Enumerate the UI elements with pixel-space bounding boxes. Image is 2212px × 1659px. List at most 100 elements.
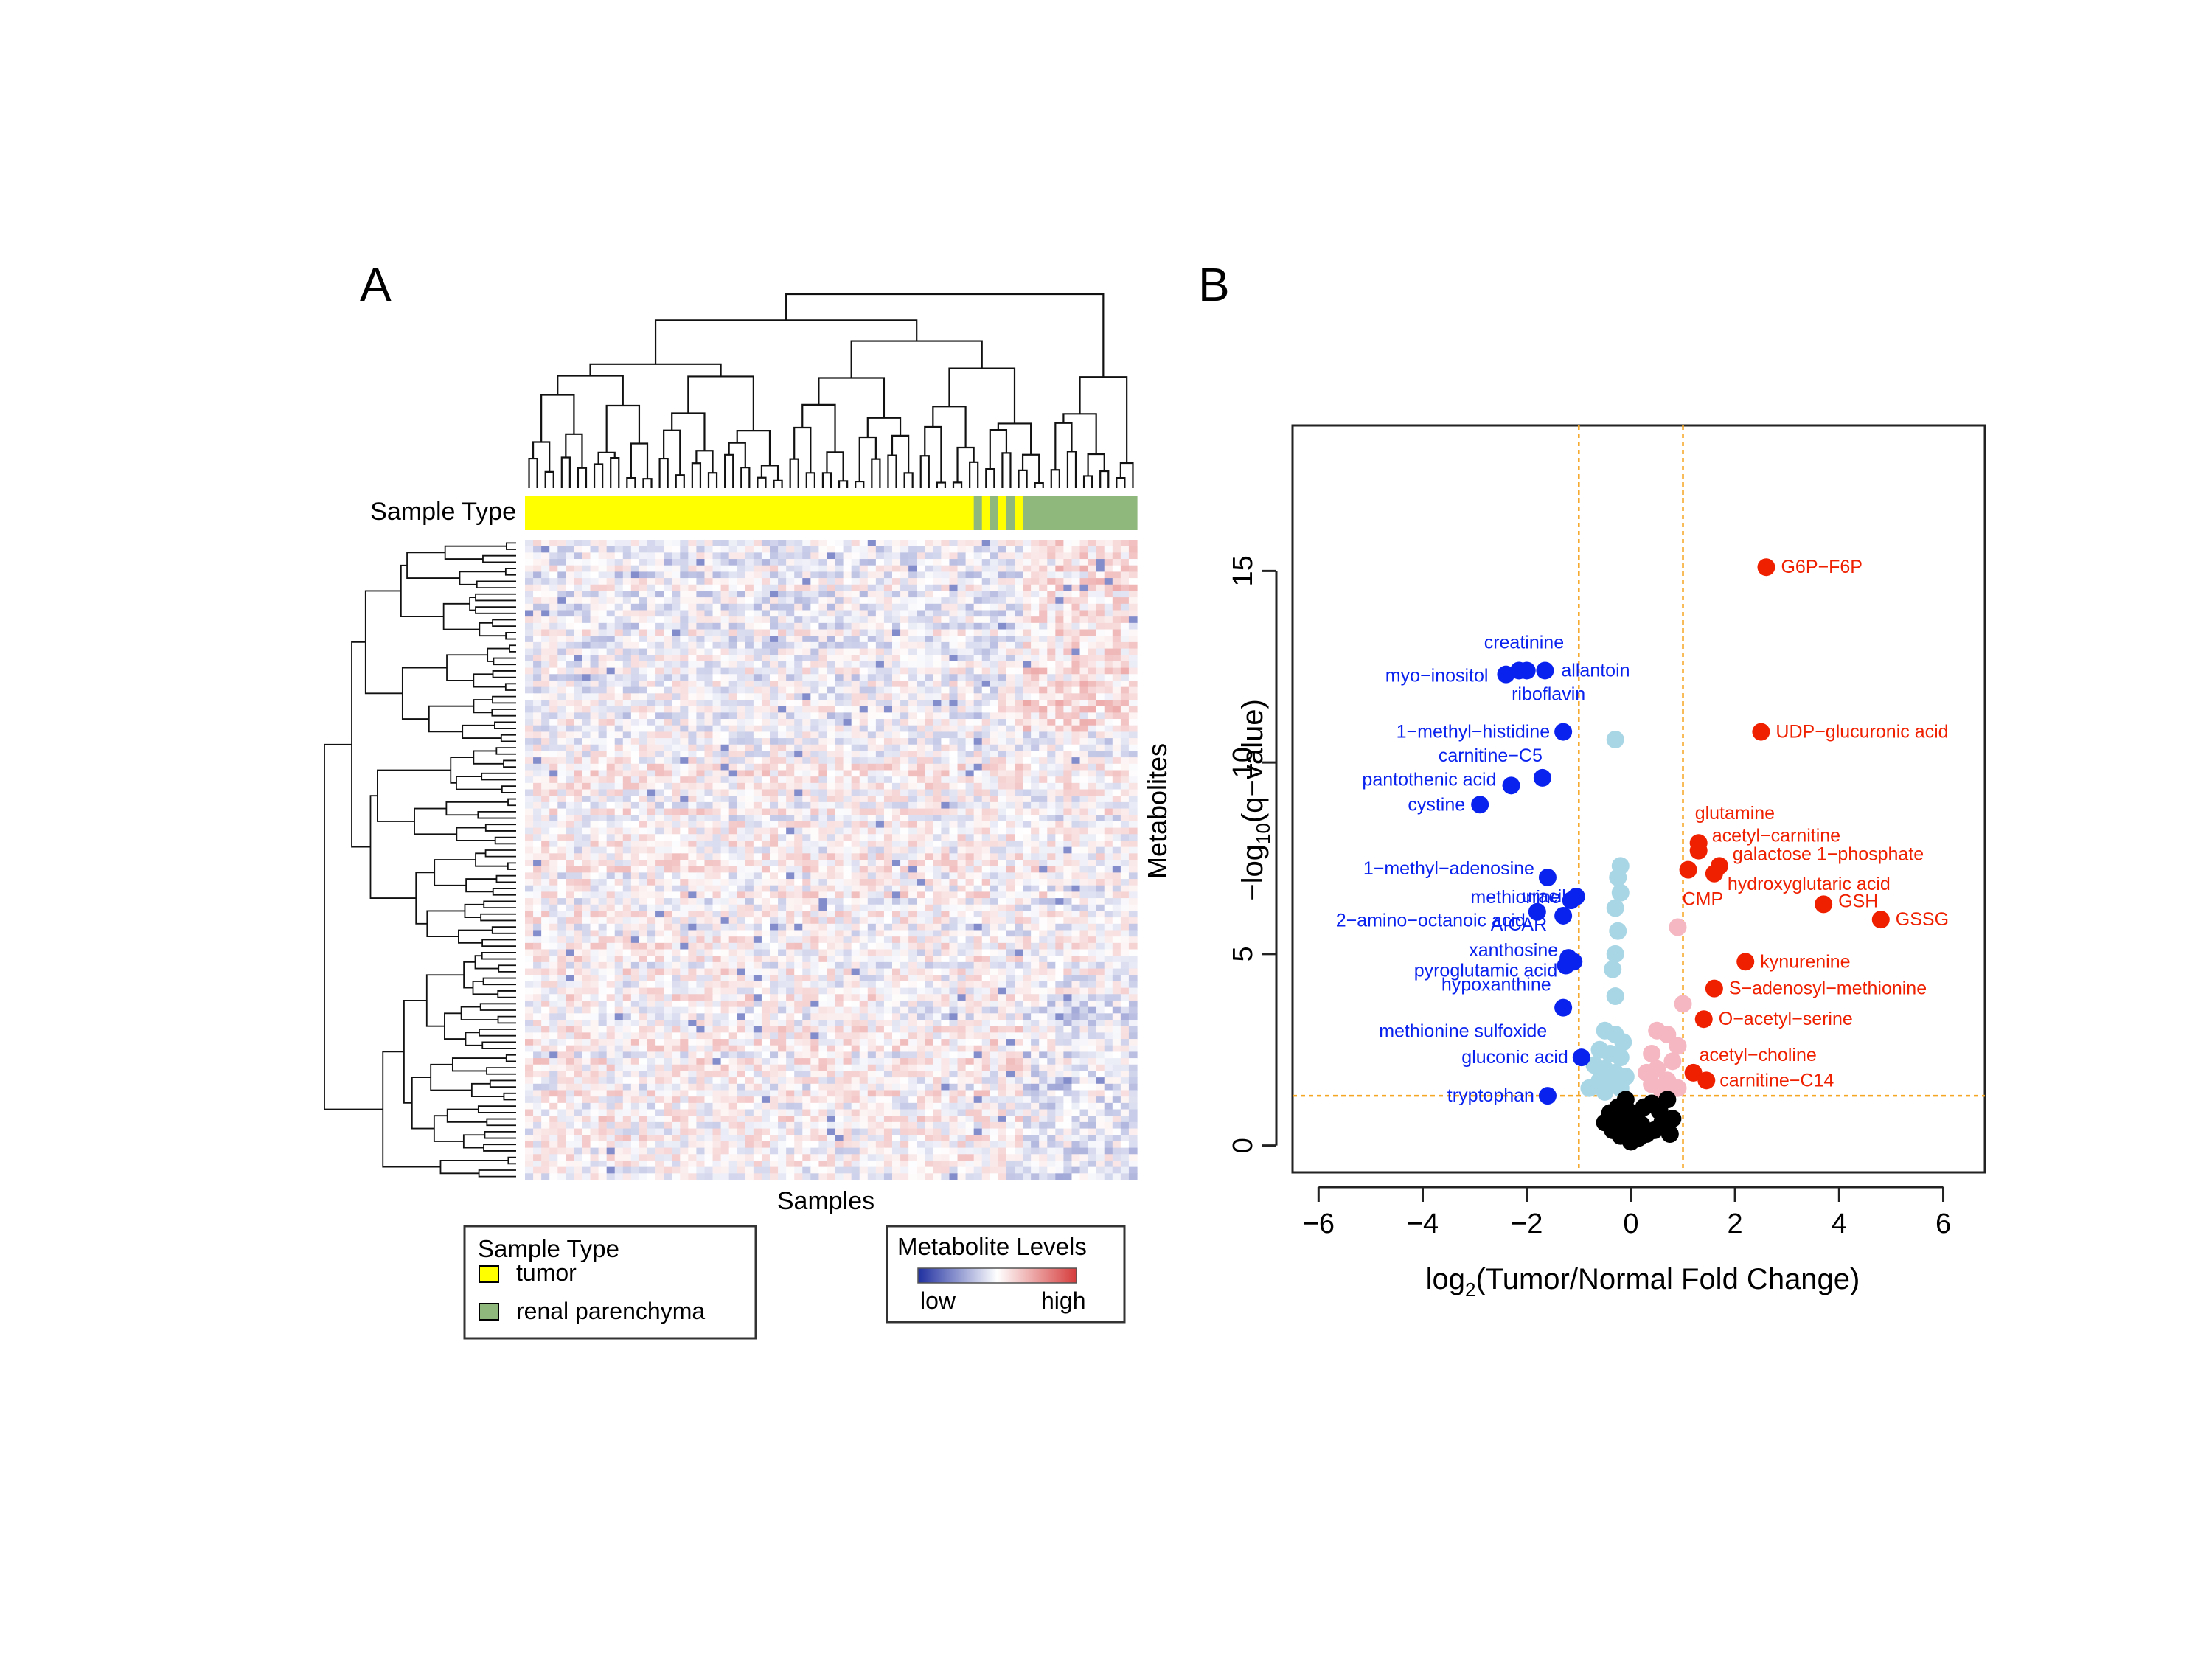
heatmap-cell [900, 801, 909, 810]
heatmap-cell [582, 776, 591, 784]
heatmap-cell [1031, 808, 1040, 815]
heatmap-cell [957, 751, 967, 758]
heatmap-cell [720, 904, 730, 912]
heatmap-cell [696, 719, 706, 726]
heatmap-cell [647, 578, 656, 585]
heatmap-cell [900, 559, 909, 566]
heatmap-cell [875, 680, 885, 688]
heatmap-cell [1006, 827, 1015, 835]
heatmap-cell [835, 546, 844, 553]
heatmap-cell [867, 872, 877, 880]
heatmap-cell [933, 744, 942, 752]
heatmap-cell [794, 936, 803, 944]
heatmap-cell [851, 584, 860, 592]
heatmap-cell [802, 808, 811, 815]
heatmap-cell [753, 904, 762, 912]
heatmap-cell [843, 725, 852, 732]
heatmap-cell [1031, 641, 1040, 650]
heatmap-cell [957, 808, 967, 815]
heatmap-cell [867, 801, 877, 810]
heatmap-cell [525, 751, 534, 758]
heatmap-cell [614, 719, 624, 726]
heatmap-cell [647, 655, 656, 662]
heatmap-cell [827, 917, 836, 925]
heatmap-cell [737, 591, 746, 598]
heatmap-cell [941, 700, 950, 707]
heatmap-cell [1120, 667, 1130, 675]
heatmap-cell [770, 686, 779, 694]
heatmap-cell [688, 930, 697, 937]
heatmap-cell [867, 738, 877, 745]
heatmap-cell [720, 540, 730, 547]
heatmap-cell [875, 597, 885, 605]
heatmap-cell [655, 866, 664, 873]
heatmap-cell [802, 789, 811, 796]
heatmap-cell [778, 738, 787, 745]
heatmap-cell [566, 879, 574, 886]
heatmap-cell [827, 821, 836, 829]
heatmap-cell [728, 757, 738, 765]
heatmap-cell [917, 936, 925, 944]
heatmap-cell [712, 565, 722, 572]
heatmap-cell [664, 846, 672, 854]
heatmap-cell [851, 641, 860, 650]
dendrogram-branch [969, 461, 979, 488]
heatmap-cell [582, 801, 591, 810]
heatmap-cell [1079, 757, 1089, 765]
heatmap-cell [761, 578, 771, 585]
heatmap [525, 540, 1138, 1180]
heatmap-cell [933, 667, 942, 675]
heatmap-cell [622, 641, 632, 650]
heatmap-cell [1079, 898, 1089, 905]
heatmap-cell [843, 622, 852, 630]
heatmap-cell [533, 655, 542, 662]
heatmap-cell [1039, 827, 1048, 835]
heatmap-cell [883, 700, 893, 707]
heatmap-cell [1071, 636, 1081, 643]
dendrogram-branch [487, 647, 510, 662]
heatmap-cell [639, 763, 648, 771]
heatmap-cell [557, 757, 566, 765]
heatmap-cell [582, 789, 591, 796]
heatmap-cell [900, 540, 909, 547]
heatmap-cell [664, 667, 672, 675]
heatmap-cell [582, 891, 591, 899]
heatmap-cell [696, 898, 706, 905]
heatmap-cell [582, 641, 591, 650]
heatmap-cell [549, 827, 558, 835]
heatmap-cell [606, 923, 616, 931]
heatmap-cell [655, 860, 664, 867]
sample-type-cell [582, 496, 591, 530]
heatmap-cell [1055, 898, 1064, 905]
heatmap-cell [753, 866, 762, 873]
heatmap-cell [647, 552, 656, 560]
heatmap-cell [680, 738, 689, 745]
heatmap-cell [606, 751, 616, 758]
heatmap-cell [1063, 661, 1073, 669]
heatmap-cell [696, 686, 706, 694]
heatmap-cell [933, 571, 942, 579]
heatmap-cell [794, 622, 803, 630]
heatmap-cell [614, 571, 624, 579]
heatmap-cell [533, 622, 542, 630]
heatmap-cell [1096, 860, 1105, 867]
heatmap-cell [981, 744, 991, 752]
heatmap-cell [1079, 840, 1089, 848]
heatmap-cell [1023, 911, 1032, 918]
heatmap-cell [745, 782, 754, 790]
heatmap-cell [688, 597, 697, 605]
heatmap-cell [851, 853, 860, 860]
heatmap-cell [549, 674, 558, 681]
heatmap-cell [794, 872, 803, 880]
heatmap-cell [728, 789, 738, 796]
heatmap-cell [737, 853, 746, 860]
heatmap-cell [737, 911, 746, 918]
heatmap-cell [1088, 648, 1097, 655]
heatmap-cell [851, 789, 860, 796]
heatmap-cell [672, 667, 681, 675]
heatmap-cell [672, 789, 681, 796]
heatmap-cell [778, 936, 787, 944]
heatmap-cell [598, 751, 608, 758]
heatmap-cell [720, 796, 730, 803]
heatmap-cell [818, 898, 828, 905]
